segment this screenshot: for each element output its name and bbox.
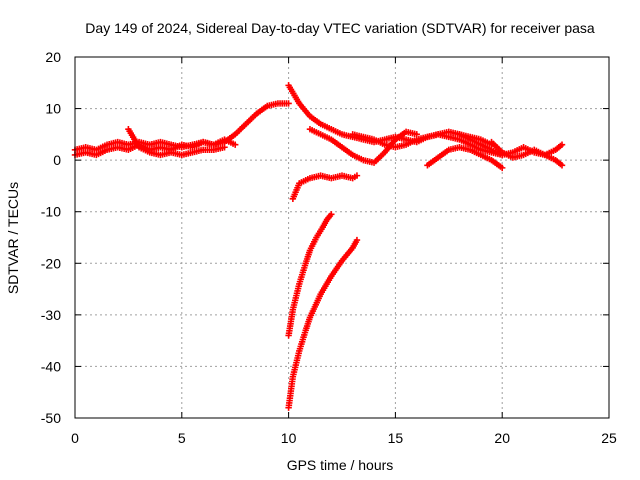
axis-ticks xyxy=(74,56,610,419)
series-track-e xyxy=(306,126,420,166)
data-point xyxy=(232,141,239,148)
x-tick-label: 10 xyxy=(281,430,297,446)
data-point xyxy=(285,100,292,107)
series-track-g xyxy=(424,144,506,172)
series-track-i xyxy=(488,138,566,161)
tick-labels: 0 5 10 15 20 25 -50 -40 -30 -20 -10 0 10 20 xyxy=(41,49,617,446)
data-point xyxy=(558,141,566,148)
x-tick-label: 15 xyxy=(388,430,404,446)
y-tick-label: -10 xyxy=(41,204,61,220)
series-track-l xyxy=(285,236,361,411)
y-axis-label: SDTVAR / TECUs xyxy=(5,182,21,294)
data-point xyxy=(499,164,506,172)
data-point xyxy=(558,162,566,169)
series-track-c xyxy=(125,126,228,159)
x-tick-label: 20 xyxy=(494,430,510,446)
x-tick-label: 25 xyxy=(601,430,617,446)
plot-frame xyxy=(74,56,610,419)
y-tick-label: -30 xyxy=(41,307,61,323)
data-point xyxy=(353,172,361,179)
y-tick-label: 0 xyxy=(53,152,61,168)
data-markers xyxy=(71,82,566,411)
data-point xyxy=(221,144,228,151)
y-tick-label: -40 xyxy=(41,358,61,374)
data-point xyxy=(353,236,361,244)
x-axis-label: GPS time / hours xyxy=(287,457,394,473)
x-tick-label: 5 xyxy=(178,430,186,446)
series-track-j xyxy=(289,172,361,203)
chart-title: Day 149 of 2024, Sidereal Day-to-day VTE… xyxy=(85,20,595,36)
series-track-k xyxy=(285,211,335,339)
data-point xyxy=(328,211,335,218)
y-tick-label: -50 xyxy=(41,410,61,426)
y-tick-label: 10 xyxy=(45,101,61,117)
x-tick-label: 0 xyxy=(71,430,79,446)
y-tick-label: 20 xyxy=(45,49,61,65)
y-tick-label: -20 xyxy=(41,255,61,271)
